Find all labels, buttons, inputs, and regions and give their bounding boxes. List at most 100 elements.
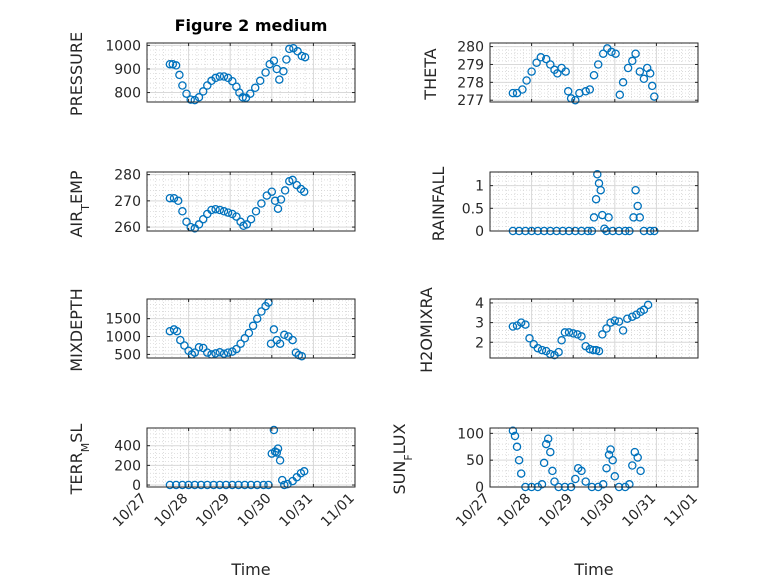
terr-msl-axes: 0 200 400 10/27 10/28 10/29 10/30 10/31 11/01 — [110, 425, 358, 531]
pressure-point — [171, 61, 181, 70]
terr_msl-point — [275, 456, 285, 465]
mixdepth-point — [176, 335, 185, 345]
pressure-axis-box — [146, 42, 356, 103]
theta-point — [518, 85, 527, 94]
pressure-point — [285, 44, 294, 54]
air_temp-point — [207, 205, 216, 215]
theta-point — [589, 70, 599, 80]
pressure-point — [293, 47, 302, 56]
air_temp-ytick-label: 280 — [114, 168, 141, 184]
theta-point — [623, 63, 633, 73]
pressure-point — [269, 56, 279, 65]
left-xlabel: Time — [230, 560, 270, 579]
theta-point — [585, 85, 595, 94]
theta-ytick-label: 277 — [457, 93, 484, 109]
sun_flux-point — [602, 463, 611, 473]
sun_flux-point — [537, 480, 547, 489]
air_temp-point — [288, 175, 297, 185]
air_temp-point — [257, 199, 266, 208]
air_temp-ytick-label: 270 — [114, 194, 141, 210]
mixdepth-point — [211, 349, 220, 358]
theta-point — [631, 49, 640, 58]
terr_msl-point — [240, 480, 250, 490]
theta-point — [522, 76, 531, 85]
sun_flux-point — [628, 461, 637, 470]
h2omixra-point — [537, 345, 547, 355]
sun_flux-point — [608, 455, 617, 465]
terr_msl-point — [273, 444, 283, 453]
terr_msl-ytick-label: 200 — [114, 458, 141, 474]
terr_msl-point — [215, 480, 225, 490]
h2omixra-point — [560, 328, 570, 337]
sun_flux-point — [541, 439, 551, 449]
sun_flux-ytick-label: 100 — [457, 426, 484, 442]
sun_flux-xtick-label: 10/27 — [453, 491, 493, 531]
pressure-point — [245, 89, 255, 98]
air_temp-point — [242, 220, 252, 229]
pressure-point — [228, 76, 237, 86]
h2omixra-point — [623, 314, 632, 323]
air_temp-point — [198, 214, 208, 224]
sun_flux-point — [548, 466, 557, 476]
pressure-ylabel: PRESSURE — [67, 32, 86, 116]
mixdepth-point — [269, 325, 279, 334]
h2omixra-point — [632, 310, 641, 319]
pressure-point — [282, 55, 291, 64]
pressure-plot-area — [146, 42, 356, 103]
theta-point — [628, 56, 637, 66]
rainfall-point — [635, 213, 645, 222]
theta-point — [532, 58, 541, 67]
pressure-point — [186, 95, 195, 104]
theta-ytick-label: 280 — [457, 40, 484, 56]
sun_flux-point — [571, 474, 580, 484]
theta-point — [598, 49, 608, 58]
h2omixra-point — [588, 345, 598, 355]
h2omixra-point — [594, 346, 604, 356]
theta-point — [553, 69, 562, 78]
mixdepth-point — [280, 330, 289, 340]
theta-point — [561, 67, 570, 76]
sun_flux-xtick-label: 10/31 — [619, 491, 659, 531]
pressure-ytick-label: 800 — [114, 86, 141, 102]
terr_msl-point — [228, 480, 237, 490]
figure-title: Figure 2 medium — [175, 16, 328, 35]
terr_msl-point — [246, 480, 256, 490]
terr_msl-point — [280, 480, 289, 490]
air_temp-point — [246, 214, 256, 224]
terr_msl-point — [252, 480, 262, 490]
terr_msl-xtick-label: 10/27 — [110, 491, 150, 531]
h2omixra-ytick-label: 2 — [475, 335, 484, 351]
terr_msl-xtick-label: 10/28 — [152, 491, 192, 531]
pressure-point — [182, 89, 191, 98]
mixdepth-axis-box — [146, 298, 356, 359]
h2omixra-point — [516, 318, 526, 327]
h2omixra-point — [508, 322, 518, 331]
sun_flux-xtick-label: 10/30 — [578, 491, 618, 531]
terr_msl-point — [234, 480, 243, 490]
rainfall-point — [629, 213, 638, 222]
theta-point — [618, 78, 628, 87]
mixdepth-point — [257, 307, 266, 316]
air_temp-point — [280, 186, 290, 195]
pressure-axes: 800 900 1000 — [105, 38, 356, 105]
rainfall-axes: 00.51 — [462, 170, 699, 240]
air_temp-point — [173, 196, 183, 206]
mixdepth-point — [190, 348, 200, 357]
terr_msl-ytick-label: 0 — [132, 478, 141, 494]
pressure-point — [203, 81, 212, 90]
pressure-point — [219, 72, 229, 81]
theta-point — [607, 47, 616, 57]
theta-axis-box — [489, 42, 699, 103]
air_temp-point — [273, 204, 283, 213]
h2omixra-point — [577, 332, 586, 341]
air_temp-point — [169, 193, 179, 203]
pressure-point — [215, 72, 225, 81]
sun_flux-point — [636, 466, 645, 476]
h2omixra-point — [564, 328, 574, 337]
terr_msl-point — [190, 480, 200, 490]
mixdepth-ytick-label: 500 — [114, 347, 141, 363]
terr_msl-xtick-label: 10/29 — [193, 491, 233, 531]
mixdepth-point — [180, 341, 189, 350]
terr_msl-point — [196, 480, 206, 490]
